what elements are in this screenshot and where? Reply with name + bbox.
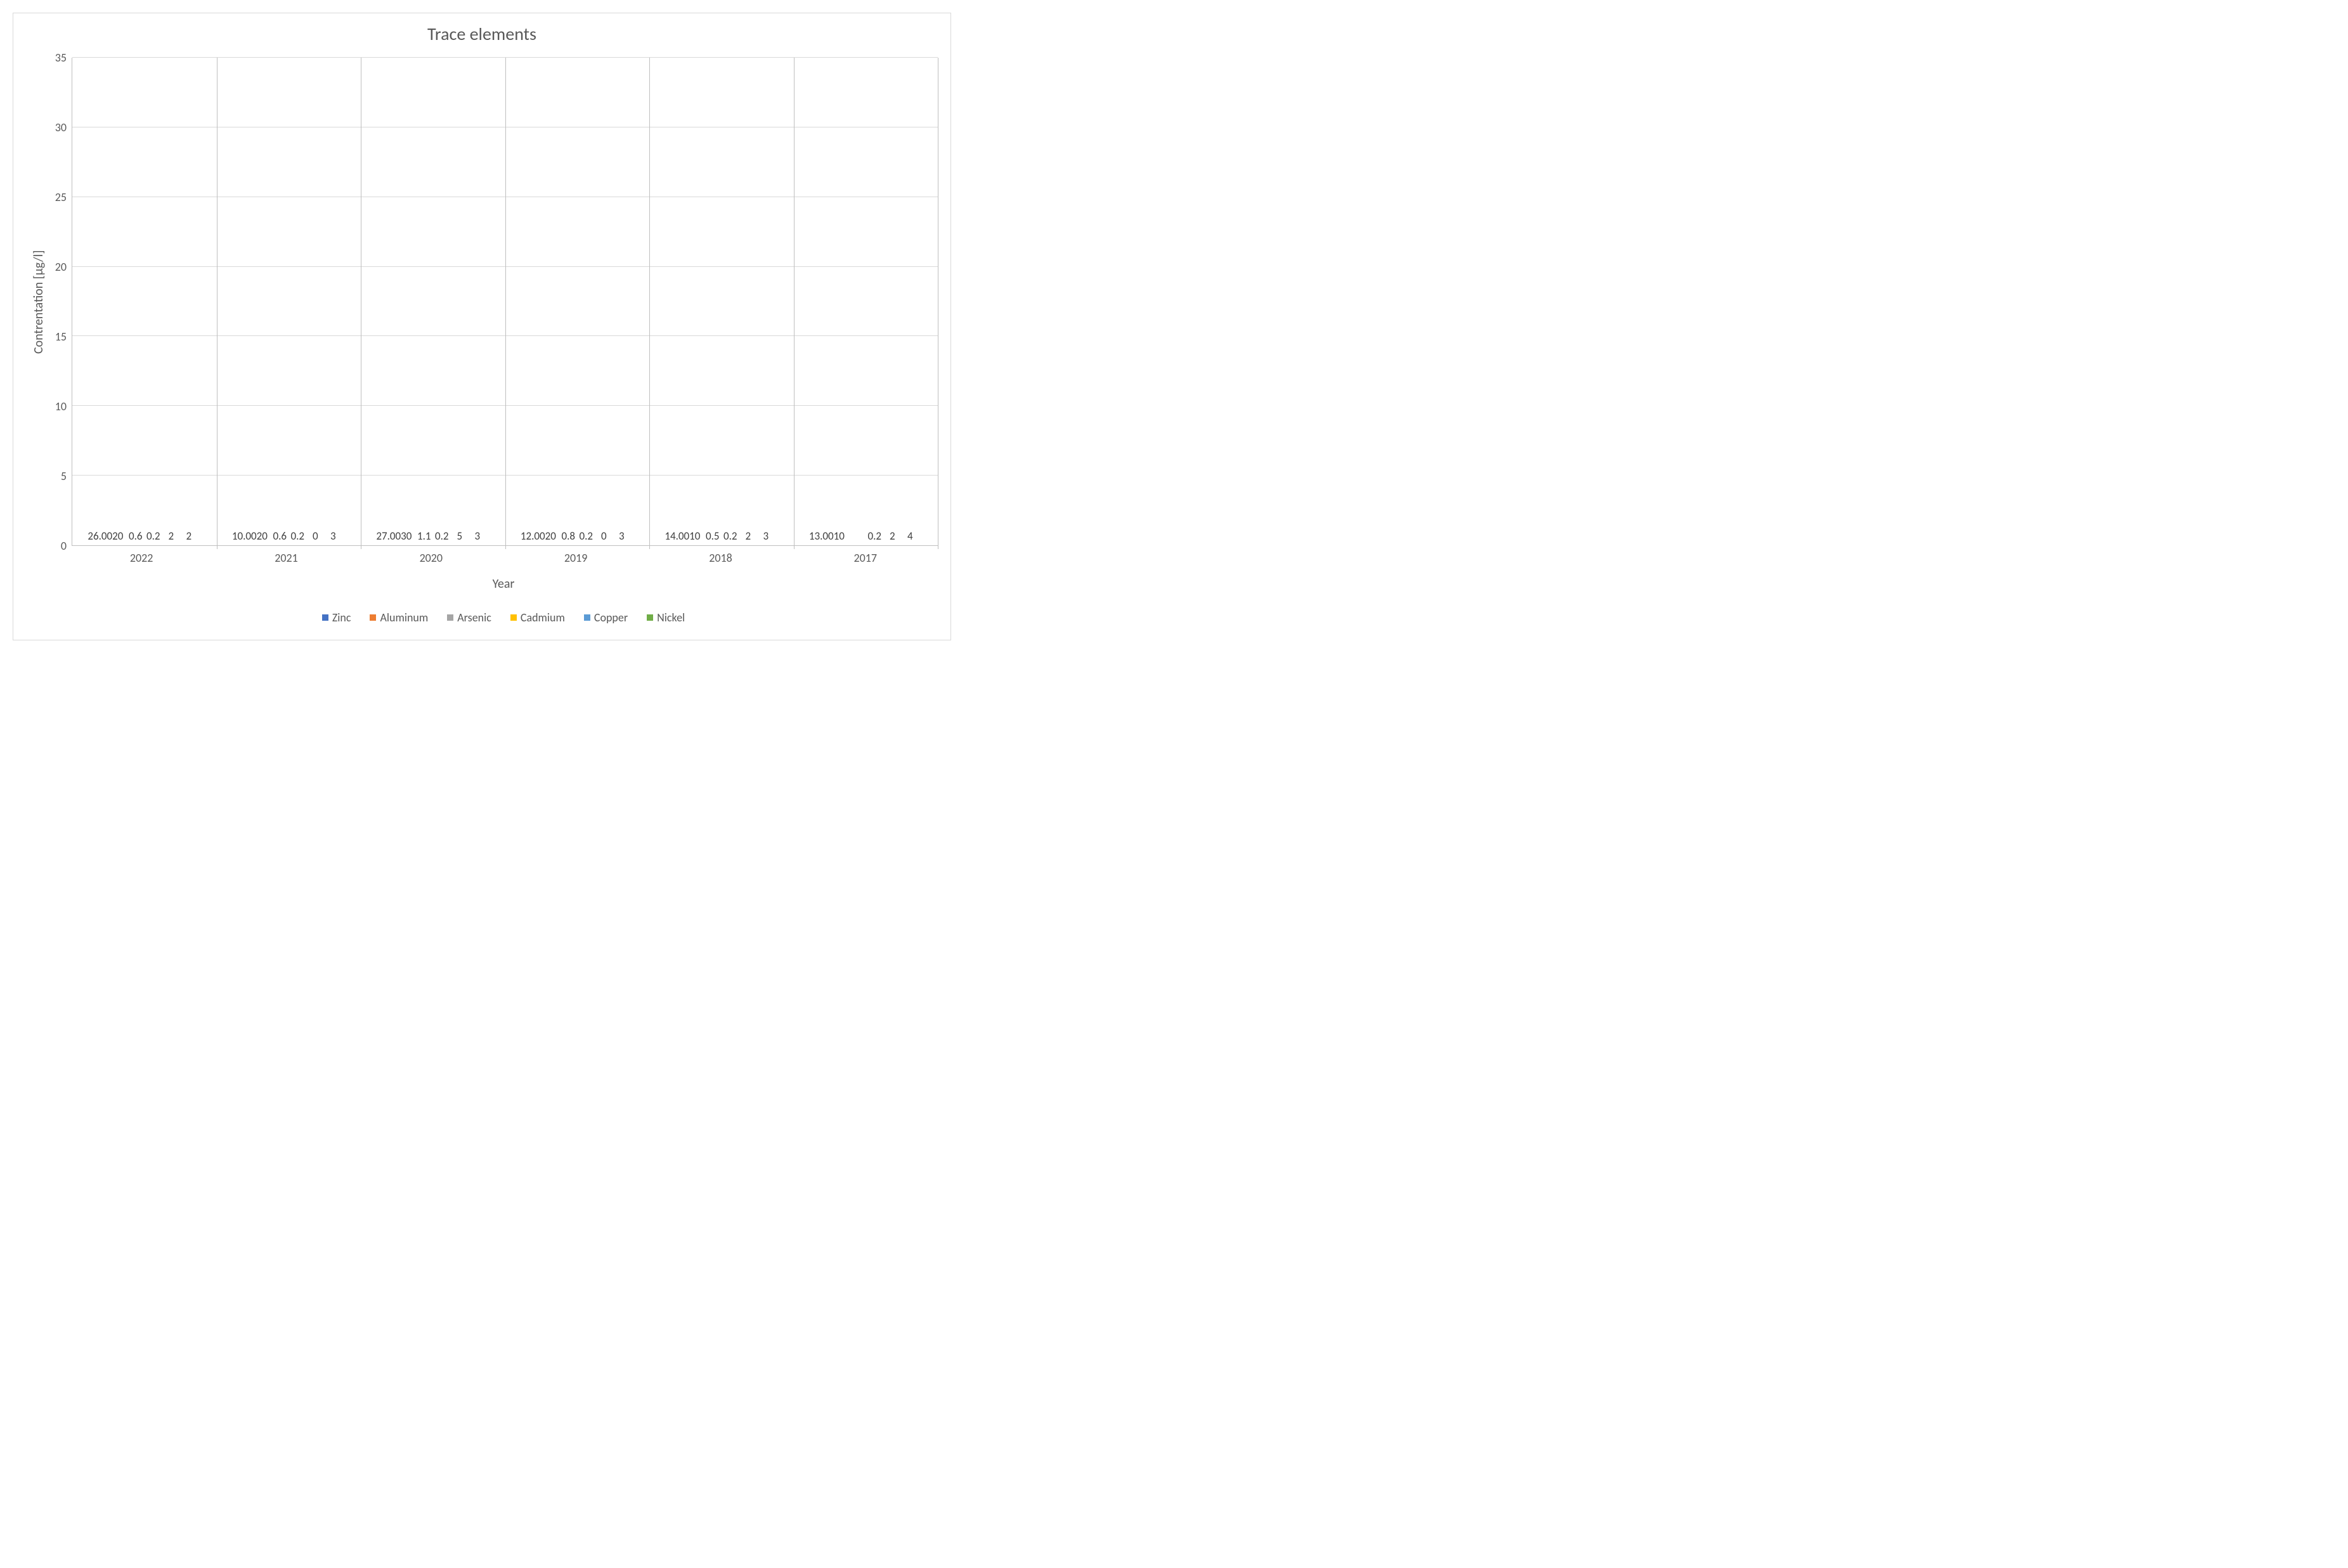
bar-label: 0.8 xyxy=(561,529,575,543)
bar-label: 20 xyxy=(112,529,123,543)
legend-swatch xyxy=(370,614,376,621)
y-tick: 15 xyxy=(55,330,67,344)
y-tick: 30 xyxy=(55,120,67,134)
bar-label: 2 xyxy=(890,529,895,543)
category-group: 26.0020 0.60.2 22 xyxy=(72,58,217,545)
y-tick: 35 xyxy=(55,51,67,65)
legend-item-nickel: Nickel xyxy=(647,611,685,625)
legend-item-cadmium: Cadmium xyxy=(510,611,565,625)
bar-label: 0 xyxy=(313,529,318,543)
x-tick: 2018 xyxy=(648,551,793,565)
bar-label: 13.00 xyxy=(809,529,834,543)
x-tick: 2020 xyxy=(359,551,503,565)
legend-item-aluminum: Aluminum xyxy=(370,611,428,625)
x-axis-label: Year xyxy=(69,576,938,592)
x-tick: 2022 xyxy=(69,551,214,565)
bar-label: 0.5 xyxy=(706,529,720,543)
bar-label: 2 xyxy=(186,529,191,543)
bar-label: 0.6 xyxy=(273,529,287,543)
bar-label: 10.00 xyxy=(232,529,257,543)
legend-item-arsenic: Arsenic xyxy=(447,611,491,625)
legend-label: Nickel xyxy=(657,611,685,625)
x-tick: 2017 xyxy=(793,551,938,565)
bar-label: 10 xyxy=(834,529,845,543)
bar-label: 3 xyxy=(619,529,625,543)
legend: Zinc Aluminum Arsenic Cadmium Copper Nickel xyxy=(69,611,938,625)
bar-label: 26.00 xyxy=(88,529,112,543)
bar-label: 3 xyxy=(763,529,769,543)
legend-swatch xyxy=(510,614,517,621)
legend-label: Aluminum xyxy=(380,611,428,625)
bar-label: 3 xyxy=(474,529,480,543)
y-axis: 05101520253035 xyxy=(46,58,72,546)
x-tick: 2021 xyxy=(214,551,358,565)
category-group: 10.0020 0.60.2 03 xyxy=(217,58,361,545)
bar-label: 0.2 xyxy=(867,529,881,543)
legend-label: Zinc xyxy=(332,611,351,625)
bar-label: 0 xyxy=(601,529,607,543)
bar-label: 2 xyxy=(168,529,174,543)
category-divider xyxy=(505,58,506,549)
bar-label: 27.00 xyxy=(376,529,401,543)
plot-area: 26.00200.60.22210.00200.60.20327.00301.1… xyxy=(72,58,938,546)
legend-label: Cadmium xyxy=(521,611,565,625)
bar-label: 14.00 xyxy=(665,529,689,543)
x-axis: 202220212020201920182017 xyxy=(69,551,938,565)
y-tick: 10 xyxy=(55,399,67,413)
bar-label: 20 xyxy=(257,529,268,543)
x-tick: 2019 xyxy=(503,551,648,565)
bar-label: 10 xyxy=(689,529,700,543)
bar-label: 3 xyxy=(330,529,336,543)
chart-title: Trace elements xyxy=(26,23,938,45)
bar-label: 12.00 xyxy=(521,529,545,543)
legend-label: Copper xyxy=(594,611,628,625)
bar-label: 1.1 xyxy=(417,529,431,543)
bar-label: 4 xyxy=(907,529,913,543)
y-axis-label: Contrentation [µg/l] xyxy=(26,58,46,546)
bar-label: 0.2 xyxy=(579,529,593,543)
chart-container: Trace elements Contrentation [µg/l] 0 5 10… xyxy=(13,13,951,640)
bar-label: 20 xyxy=(545,529,556,543)
legend-item-copper: Copper xyxy=(584,611,628,625)
legend-item-zinc: Zinc xyxy=(322,611,351,625)
bar-label: 0.2 xyxy=(146,529,160,543)
bar-label: 2 xyxy=(745,529,751,543)
bar-label: 0.6 xyxy=(129,529,143,543)
legend-swatch xyxy=(322,614,328,621)
y-tick: 20 xyxy=(55,260,67,274)
legend-swatch xyxy=(447,614,453,621)
y-tick: 0 xyxy=(61,539,67,553)
bar-label: 0.2 xyxy=(435,529,449,543)
bar-label: 5 xyxy=(457,529,462,543)
bar-label: 0.2 xyxy=(723,529,737,543)
chart-body: Contrentation [µg/l] 05101520253035 26.0… xyxy=(26,58,938,546)
category-divider xyxy=(794,58,795,549)
category-group: 14.0010 0.50.2 23 xyxy=(649,58,794,545)
y-tick: 5 xyxy=(61,469,67,483)
legend-swatch xyxy=(584,614,590,621)
bar-label: 30 xyxy=(401,529,412,543)
y-tick: 25 xyxy=(55,190,67,204)
legend-swatch xyxy=(647,614,653,621)
category-group: 27.0030 1.1 0.2 53 xyxy=(361,58,505,545)
bar-label: 0.2 xyxy=(290,529,304,543)
category-group: 13.0010 0.2 24 xyxy=(794,58,938,545)
legend-label: Arsenic xyxy=(457,611,491,625)
category-divider xyxy=(649,58,650,549)
category-group: 12.0020 0.8 0.2 03 xyxy=(505,58,650,545)
